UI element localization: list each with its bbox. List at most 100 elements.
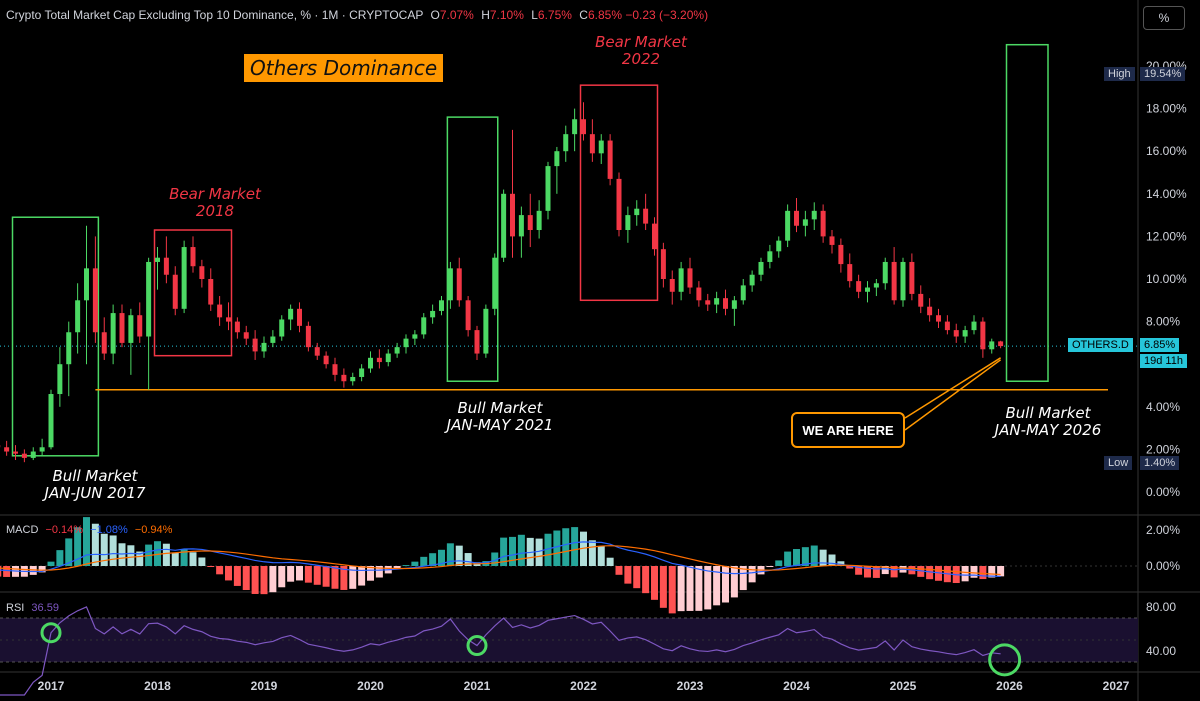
price-tick-label: 0.00% — [1146, 485, 1180, 499]
candle-body — [669, 279, 675, 292]
x-tick-label: 2025 — [890, 679, 917, 693]
macd-histogram-bar — [91, 523, 99, 566]
change-value: −0.23 (−3.20%) — [625, 8, 709, 22]
candle-body — [607, 140, 613, 179]
candle-body — [536, 210, 542, 231]
x-tick-label: 2020 — [357, 679, 384, 693]
x-tick-label: 2027 — [1103, 679, 1130, 693]
candle-body — [998, 341, 1004, 347]
macd-histogram-bar — [491, 552, 499, 566]
candle-body — [723, 298, 728, 309]
candle-body — [57, 364, 63, 395]
candle-body — [909, 261, 915, 294]
x-tick-label: 2026 — [996, 679, 1023, 693]
macd-histogram-bar — [544, 533, 552, 566]
x-tick-label: 2018 — [144, 679, 171, 693]
candle-body — [199, 266, 205, 279]
candle-body — [527, 215, 533, 231]
high-label: H — [481, 8, 490, 22]
annotation-line: Bull Market — [1005, 404, 1091, 422]
candle-body — [252, 338, 258, 352]
candle-body — [270, 336, 276, 343]
macd-histogram-bar — [872, 566, 880, 578]
macd-histogram-bar — [659, 566, 667, 608]
macd-histogram-bar — [278, 566, 286, 588]
candle-body — [980, 321, 986, 350]
annotation-line: JAN-MAY 2021 — [446, 416, 554, 434]
candle-body — [740, 285, 746, 301]
price-tick-label: 2.00% — [1146, 442, 1180, 456]
macd-hist-value: −0.14% — [45, 524, 84, 536]
candle-body — [128, 315, 134, 343]
candle-body — [66, 332, 72, 365]
macd-histogram-bar — [775, 560, 783, 566]
we-are-here-label: WE ARE HERE — [791, 412, 905, 448]
macd-histogram-bar — [828, 554, 836, 566]
macd-histogram-bar — [730, 566, 738, 598]
annotation-line: 2018 — [195, 202, 235, 220]
candle-body — [563, 134, 569, 152]
annotation-line: 2022 — [621, 50, 661, 68]
candle-body — [21, 453, 27, 458]
x-tick-label: 2024 — [783, 679, 810, 693]
candle-body — [234, 321, 240, 333]
candle-body — [110, 313, 116, 354]
macd-histogram-bar — [793, 549, 800, 566]
candle-body — [430, 310, 436, 318]
header-sep: · — [314, 8, 319, 22]
candle-body — [545, 166, 551, 211]
x-tick-label: 2023 — [677, 679, 704, 693]
percent-scale-button[interactable]: % — [1143, 6, 1185, 30]
candle-body — [767, 251, 773, 262]
macd-histogram-bar — [784, 551, 792, 566]
interval[interactable]: 1M — [321, 8, 339, 22]
candle-body — [554, 151, 560, 167]
macd-histogram-bar — [269, 566, 277, 593]
macd-line-value: −1.08% — [90, 524, 128, 536]
candle-body — [465, 300, 471, 331]
macd-histogram-bar — [0, 566, 2, 577]
macd-histogram-bar — [722, 566, 729, 603]
candle-body — [412, 334, 418, 339]
rsi-tick-label: 40.00 — [1146, 644, 1176, 658]
candle-body — [829, 236, 835, 245]
signal-line — [0, 545, 1001, 576]
annotation-line: Bear Market — [595, 33, 687, 51]
annotation-line: JAN-MAY 2026 — [994, 421, 1102, 439]
macd-histogram-bar — [624, 566, 632, 584]
macd-histogram-bar — [455, 545, 463, 566]
candle-body — [873, 283, 879, 288]
candle-body — [953, 330, 959, 337]
macd-histogram-bar — [154, 541, 161, 566]
candle-body — [279, 319, 285, 337]
bear-2022-annotation: Bear Market 2022 — [566, 34, 716, 68]
macd-histogram-bar — [651, 566, 658, 600]
macd-histogram-bar — [988, 566, 996, 578]
candle-body — [927, 306, 933, 316]
macd-histogram-bar — [713, 566, 721, 606]
candle-body — [492, 257, 498, 309]
high-value: 7.10% — [489, 8, 524, 22]
candle-body — [865, 287, 870, 292]
macd-histogram-bar — [588, 540, 596, 566]
candle-body — [483, 308, 489, 354]
candle-body — [731, 300, 737, 309]
macd-histogram-bar — [881, 566, 889, 575]
candle-body — [474, 330, 480, 354]
candle-body — [589, 134, 595, 154]
macd-histogram-bar — [446, 543, 454, 566]
price-tick-label: 4.00% — [1146, 400, 1180, 414]
candle-body — [598, 140, 604, 154]
macd-histogram-bar — [695, 566, 703, 611]
candle-body — [944, 321, 950, 331]
candle-body — [918, 293, 924, 307]
bull-market-box — [446, 116, 499, 382]
macd-histogram-bar — [233, 566, 241, 586]
macd-histogram-bar — [251, 566, 259, 594]
candle-body — [581, 119, 586, 135]
macd-histogram-bar — [597, 545, 605, 566]
macd-histogram-bar — [136, 551, 144, 566]
candle-body — [847, 264, 853, 282]
candle-body — [705, 300, 711, 305]
